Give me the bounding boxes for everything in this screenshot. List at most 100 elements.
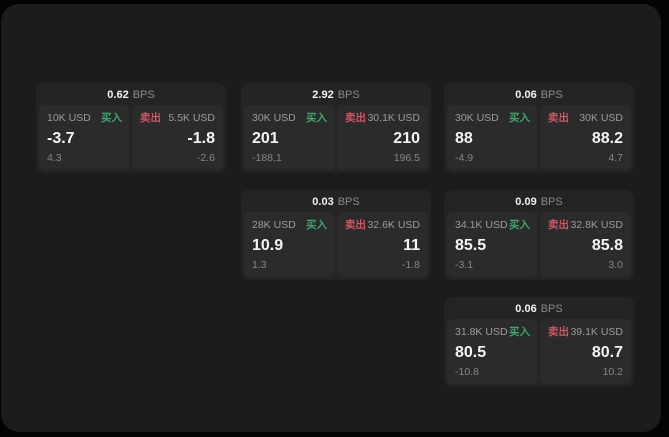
buy-price: 88 <box>455 129 473 147</box>
spread-unit-label: BPS <box>337 196 360 208</box>
buy-price: 80.5 <box>455 343 487 361</box>
sell-change: -1.8 <box>401 259 420 271</box>
buy-change: 1.3 <box>252 259 267 271</box>
buy-tile-header: 30K USD 买入 <box>252 112 327 124</box>
buy-change: -10.8 <box>455 366 479 378</box>
buy-change: 4.3 <box>47 152 62 164</box>
spread-value: 0.62 <box>107 89 129 101</box>
buy-price: 10.9 <box>252 236 284 254</box>
sell-tile-header: 卖出 5.5K USD <box>140 112 215 124</box>
sell-tile-header: 卖出 30.1K USD <box>345 112 420 124</box>
spread-header: 2.92 BPS <box>244 86 428 105</box>
sell-size: 32.8K USD <box>570 219 623 231</box>
buy-quote-tile[interactable]: 30K USD 买入 201 -188.1 <box>244 105 335 170</box>
quote-body: 28K USD 买入 10.9 1.3 卖出 32.6K USD 11 -1.8 <box>244 212 428 277</box>
spread-unit-label: BPS <box>540 196 563 208</box>
buy-tile-header: 30K USD 买入 <box>455 112 530 124</box>
quote-body: 10K USD 买入 -3.7 4.3 卖出 5.5K USD -1.8 -2.… <box>39 105 223 170</box>
buy-tile-header: 10K USD 买入 <box>47 112 122 124</box>
sell-quote-tile[interactable]: 卖出 5.5K USD -1.8 -2.6 <box>132 105 223 170</box>
spread-unit-label: BPS <box>337 89 360 101</box>
buy-side-label: 买入 <box>306 219 327 231</box>
sell-side-label: 卖出 <box>140 112 161 124</box>
buy-quote-tile[interactable]: 10K USD 买入 -3.7 4.3 <box>39 105 130 170</box>
sell-quote-tile[interactable]: 卖出 39.1K USD 80.7 10.2 <box>540 319 631 384</box>
sell-change: 10.2 <box>602 366 623 378</box>
sell-size: 30K USD <box>579 112 623 124</box>
quote-card[interactable]: 0.09 BPS 34.1K USD 买入 85.5 -3.1 卖出 32.8K… <box>444 190 634 280</box>
sell-size: 5.5K USD <box>168 112 215 124</box>
spread-value: 0.03 <box>312 196 334 208</box>
sell-side-label: 卖出 <box>345 219 366 231</box>
sell-size: 32.6K USD <box>367 219 420 231</box>
sell-change: 3.0 <box>608 259 623 271</box>
buy-size: 34.1K USD <box>455 219 508 231</box>
buy-change: -4.9 <box>455 152 474 164</box>
sell-price: 80.7 <box>591 343 623 361</box>
sell-tile-header: 卖出 30K USD <box>548 112 623 124</box>
sell-price: -1.8 <box>187 129 215 147</box>
sell-size: 30.1K USD <box>367 112 420 124</box>
quote-body: 30K USD 买入 88 -4.9 卖出 30K USD 88.2 4.7 <box>447 105 631 170</box>
buy-tile-header: 28K USD 买入 <box>252 219 327 231</box>
buy-side-label: 买入 <box>509 219 530 231</box>
quote-card[interactable]: 0.62 BPS 10K USD 买入 -3.7 4.3 卖出 5.5K USD… <box>36 83 226 173</box>
sell-tile-header: 卖出 32.6K USD <box>345 219 420 231</box>
spread-header: 0.62 BPS <box>39 86 223 105</box>
sell-side-label: 卖出 <box>548 326 569 338</box>
buy-change: -188.1 <box>252 152 282 164</box>
sell-size: 39.1K USD <box>570 326 623 338</box>
sell-price: 88.2 <box>591 129 623 147</box>
sell-quote-tile[interactable]: 卖出 32.8K USD 85.8 3.0 <box>540 212 631 277</box>
buy-change: -3.1 <box>455 259 474 271</box>
quote-body: 34.1K USD 买入 85.5 -3.1 卖出 32.8K USD 85.8… <box>447 212 631 277</box>
spread-header: 0.06 BPS <box>447 86 631 105</box>
buy-quote-tile[interactable]: 34.1K USD 买入 85.5 -3.1 <box>447 212 538 277</box>
sell-change: -2.6 <box>196 152 215 164</box>
buy-size: 30K USD <box>455 112 499 124</box>
spread-value: 0.06 <box>515 303 537 315</box>
sell-change: 4.7 <box>608 152 623 164</box>
spread-value: 0.06 <box>515 89 537 101</box>
sell-price: 85.8 <box>591 236 623 254</box>
quote-card[interactable]: 0.06 BPS 31.8K USD 买入 80.5 -10.8 卖出 39.1… <box>444 297 634 387</box>
buy-price: 201 <box>252 129 279 147</box>
sell-price: 11 <box>403 236 420 254</box>
spread-unit-label: BPS <box>540 89 563 101</box>
spread-unit-label: BPS <box>132 89 155 101</box>
sell-tile-header: 卖出 39.1K USD <box>548 326 623 338</box>
sell-change: 196.5 <box>393 152 420 164</box>
buy-quote-tile[interactable]: 30K USD 买入 88 -4.9 <box>447 105 538 170</box>
sell-tile-header: 卖出 32.8K USD <box>548 219 623 231</box>
sell-side-label: 卖出 <box>548 219 569 231</box>
buy-side-label: 买入 <box>101 112 122 124</box>
spread-value: 2.92 <box>312 89 334 101</box>
quote-card[interactable]: 2.92 BPS 30K USD 买入 201 -188.1 卖出 30.1K … <box>241 83 431 173</box>
spread-header: 0.06 BPS <box>447 300 631 319</box>
buy-quote-tile[interactable]: 28K USD 买入 10.9 1.3 <box>244 212 335 277</box>
buy-size: 28K USD <box>252 219 296 231</box>
quote-body: 31.8K USD 买入 80.5 -10.8 卖出 39.1K USD 80.… <box>447 319 631 384</box>
sell-side-label: 卖出 <box>548 112 569 124</box>
buy-size: 30K USD <box>252 112 296 124</box>
buy-size: 31.8K USD <box>455 326 508 338</box>
quotes-panel: 0.62 BPS 10K USD 买入 -3.7 4.3 卖出 5.5K USD… <box>1 4 661 432</box>
sell-price: 210 <box>393 129 420 147</box>
sell-side-label: 卖出 <box>345 112 366 124</box>
buy-side-label: 买入 <box>306 112 327 124</box>
quote-card[interactable]: 0.06 BPS 30K USD 买入 88 -4.9 卖出 30K USD 8… <box>444 83 634 173</box>
spread-unit-label: BPS <box>540 303 563 315</box>
buy-quote-tile[interactable]: 31.8K USD 买入 80.5 -10.8 <box>447 319 538 384</box>
buy-tile-header: 31.8K USD 买入 <box>455 326 530 338</box>
buy-price: -3.7 <box>47 129 75 147</box>
buy-side-label: 买入 <box>509 112 530 124</box>
buy-tile-header: 34.1K USD 买入 <box>455 219 530 231</box>
spread-header: 0.09 BPS <box>447 193 631 212</box>
buy-price: 85.5 <box>455 236 487 254</box>
sell-quote-tile[interactable]: 卖出 30.1K USD 210 196.5 <box>337 105 428 170</box>
sell-quote-tile[interactable]: 卖出 30K USD 88.2 4.7 <box>540 105 631 170</box>
buy-side-label: 买入 <box>509 326 530 338</box>
quote-card[interactable]: 0.03 BPS 28K USD 买入 10.9 1.3 卖出 32.6K US… <box>241 190 431 280</box>
sell-quote-tile[interactable]: 卖出 32.6K USD 11 -1.8 <box>337 212 428 277</box>
